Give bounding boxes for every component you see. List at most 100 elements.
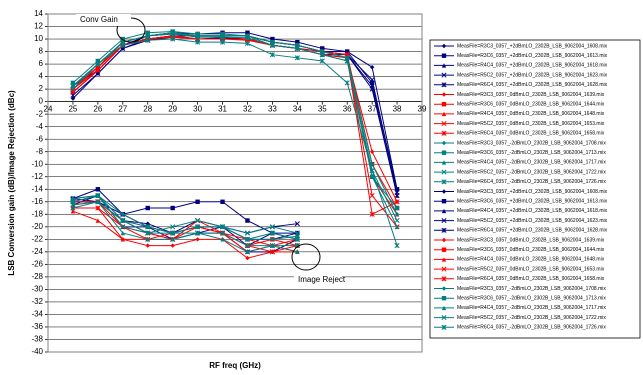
x-tick-label: 32 (243, 105, 252, 114)
marker (220, 31, 225, 37)
marker (120, 212, 125, 217)
y-tick-label: -30 (31, 285, 43, 294)
marker (441, 160, 447, 165)
marker (269, 42, 275, 48)
marker (394, 224, 400, 230)
marker (441, 286, 447, 291)
marker (120, 218, 126, 224)
marker (295, 43, 300, 48)
marker (245, 237, 250, 242)
marker (441, 227, 447, 233)
marker (145, 33, 151, 39)
marker (195, 199, 200, 204)
marker (270, 39, 275, 45)
marker (244, 40, 251, 46)
marker (295, 39, 300, 45)
marker (345, 52, 350, 57)
annotation-bg (76, 14, 131, 26)
marker (145, 221, 150, 226)
marker (195, 237, 200, 242)
legend-label: MeasFile=R4C4_0357_0dBmLO_2302B_LSB_9062… (457, 111, 605, 117)
marker (170, 237, 175, 242)
marker (441, 169, 447, 175)
marker (369, 174, 375, 179)
series-line (72, 188, 298, 234)
marker (394, 199, 400, 205)
marker (120, 224, 126, 230)
legend-label: MeasFile=R3C6_0357_+2dBmLO_2302B_LSB_906… (457, 53, 608, 59)
x-tick-label: 30 (193, 105, 202, 114)
legend-label: MeasFile=R3C3_0357_-2dBmLO_2302B_LSB_906… (457, 286, 606, 292)
marker (145, 243, 150, 248)
marker (70, 96, 76, 101)
legend-label: MeasFile=R3C3_0357_+2dBmLO_2302B_LSB_906… (457, 43, 608, 49)
marker (441, 121, 447, 127)
x-axis-label: RF freq (GHz) (209, 361, 261, 370)
marker (295, 249, 300, 255)
marker (294, 230, 300, 236)
marker (369, 167, 375, 174)
x-tick-label: 27 (118, 105, 127, 114)
x-tick-label: 37 (368, 105, 377, 114)
marker (394, 243, 400, 249)
series-line (72, 38, 398, 246)
y-tick-label: -12 (31, 172, 43, 181)
marker (219, 33, 226, 39)
series-line (72, 207, 298, 259)
marker (145, 224, 150, 230)
marker (195, 230, 201, 236)
marker (145, 205, 150, 211)
legend-label: MeasFile=R6C4_0357_0dBmLO_2302B_LSB_9062… (457, 131, 605, 137)
y-tick-label: -24 (31, 247, 43, 256)
x-tick-label: 34 (293, 105, 302, 114)
marker (441, 111, 447, 117)
marker (245, 255, 250, 261)
marker (270, 230, 275, 236)
marker (369, 86, 375, 92)
y-tick-label: -26 (31, 259, 43, 268)
marker (441, 140, 447, 146)
marker (170, 36, 176, 42)
marker (70, 83, 76, 89)
marker (219, 39, 226, 45)
marker (441, 237, 447, 243)
marker (145, 237, 150, 242)
y-tick-label: 0 (39, 97, 44, 106)
marker (220, 199, 225, 204)
x-tick-label: 35 (318, 105, 327, 114)
marker (441, 296, 447, 301)
marker (120, 237, 125, 242)
marker (195, 224, 200, 230)
marker (294, 221, 300, 227)
marker (269, 249, 275, 255)
legend-label: MeasFile=R4C4_0357_+2dBmLO_2302B_LSB_906… (457, 208, 608, 214)
y-tick-label: -14 (31, 184, 43, 193)
y-tick-label: -6 (36, 134, 44, 143)
marker (219, 230, 226, 236)
marker (394, 205, 400, 211)
marker (120, 36, 125, 42)
marker (95, 218, 101, 223)
marker (245, 35, 250, 40)
y-tick-label: -38 (31, 335, 43, 344)
legend-label: MeasFile=R5C2_0357_+2dBmLO_2302B_LSB_906… (457, 72, 608, 78)
marker (195, 39, 201, 45)
marker (441, 179, 447, 185)
legend-label: MeasFile=R6C4_0357_+2dBmLO_2302B_LSB_906… (457, 82, 608, 88)
marker (219, 224, 226, 230)
legend-label: MeasFile=R6C4_0357_-2dBmLO_2302B_LSB_906… (457, 325, 606, 331)
marker (170, 243, 175, 248)
marker (270, 36, 275, 42)
marker (170, 224, 176, 230)
annotation-ellipse (291, 243, 321, 271)
marker (245, 218, 250, 223)
x-tick-label: 28 (143, 105, 152, 114)
legend-label: MeasFile=R3C6_0357_0dBmLO_2302B_LSB_9062… (457, 247, 605, 253)
marker (369, 149, 375, 154)
marker (170, 29, 175, 34)
legend-label: MeasFile=R3C6_0357_+2dBmLO_2302B_LSB_906… (457, 199, 608, 205)
marker (244, 230, 251, 236)
marker (441, 189, 447, 194)
marker (220, 237, 225, 242)
